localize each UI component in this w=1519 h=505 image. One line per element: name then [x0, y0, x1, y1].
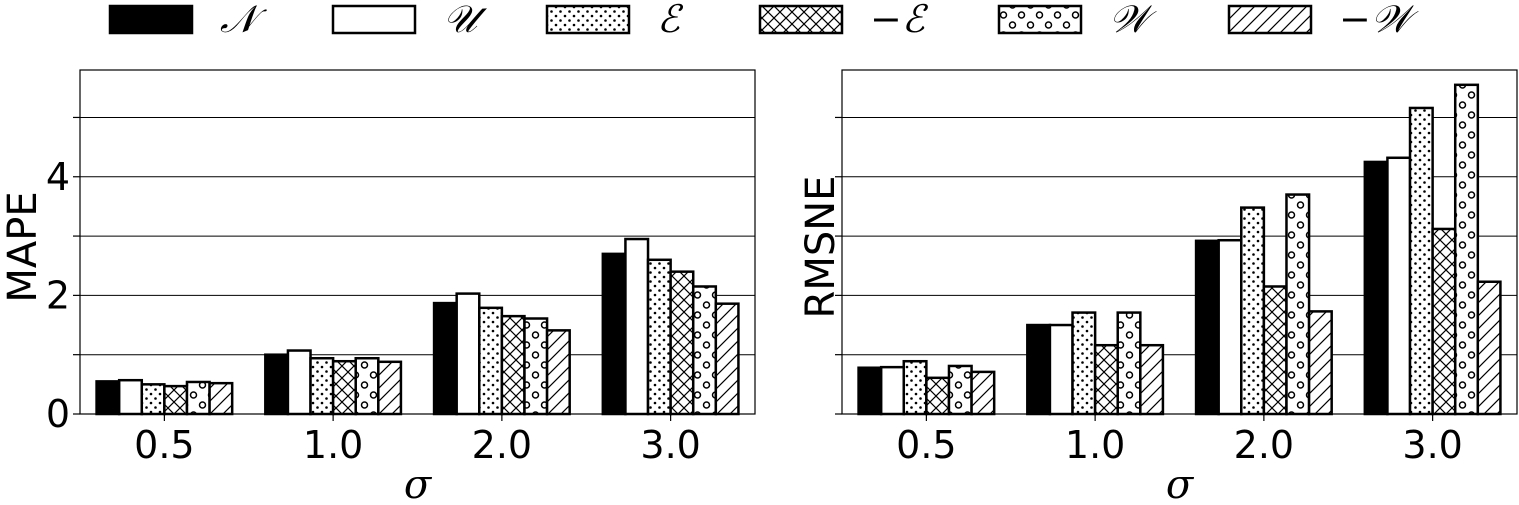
bar [1476, 280, 1502, 416]
legend-label: 𝒰 [443, 0, 487, 41]
bar [1262, 285, 1288, 416]
bar [669, 270, 695, 416]
legend-entry: 𝒩 [108, 0, 268, 41]
bar [1217, 238, 1243, 416]
legend: 𝒩 𝒰 ℰ −ℰ 𝒲 −𝒲 [108, 0, 1419, 41]
y-axis-title: RMSNE [798, 176, 844, 319]
legend-entry: −ℰ [758, 0, 929, 41]
legend-label: 𝒩 [220, 0, 268, 41]
x-tick-label: 0.5 [896, 423, 956, 467]
bar [1194, 239, 1220, 416]
legend-entry: −𝒲 [1227, 0, 1419, 41]
bar [624, 237, 650, 416]
y-tick-label: 4 [46, 155, 70, 199]
bar [286, 349, 312, 416]
bar [1093, 343, 1119, 416]
mape-chart: 0 2 4 0.5 1.0 2.0 3.0 σ MAPE [0, 69, 756, 505]
plot-frame [79, 69, 756, 415]
legend-swatch [108, 4, 194, 35]
legend-swatch [997, 4, 1083, 35]
legend-swatch [331, 4, 417, 35]
bar [1363, 160, 1389, 416]
plot-frame [841, 69, 1518, 415]
legend-label: −𝒲 [1339, 0, 1419, 41]
bar [1048, 323, 1074, 416]
bar [1386, 156, 1412, 416]
bar [902, 359, 928, 416]
y-tick-label: 0 [46, 392, 70, 436]
bar [1116, 311, 1142, 416]
bar [163, 384, 189, 416]
bar [879, 365, 906, 416]
bar [1240, 206, 1266, 416]
legend-label: ℰ [657, 0, 684, 41]
bar [545, 329, 571, 416]
bar [500, 314, 526, 416]
bar [925, 376, 951, 416]
bar [970, 370, 996, 416]
x-tick-label: 0.5 [134, 423, 194, 467]
legend-entry: 𝒰 [331, 0, 487, 41]
bar [691, 285, 718, 416]
bar [478, 306, 504, 416]
x-tick-label: 2.0 [1234, 423, 1294, 467]
bar [1453, 83, 1480, 416]
x-tick-label: 3.0 [640, 423, 700, 467]
bar [646, 258, 672, 416]
x-tick-label: 3.0 [1402, 423, 1462, 467]
x-axis-title: σ [404, 462, 433, 505]
bar [714, 302, 740, 416]
bar [208, 381, 234, 416]
legend-swatch [545, 4, 631, 35]
bar [377, 360, 403, 416]
bar [354, 356, 380, 416]
bar [185, 380, 211, 416]
bar [601, 252, 627, 416]
bar [1026, 323, 1052, 416]
bar [331, 359, 357, 416]
bar [947, 364, 973, 416]
bar [1431, 227, 1457, 416]
bar [432, 301, 458, 416]
legend-label: −ℰ [870, 0, 929, 41]
legend-swatch [1227, 4, 1313, 35]
bar [309, 356, 335, 416]
x-tick-label: 1.0 [303, 423, 363, 467]
y-axis-title: MAPE [0, 191, 46, 302]
bar [1139, 343, 1165, 416]
bar [1285, 193, 1311, 416]
bar [1071, 311, 1097, 416]
bar [264, 353, 290, 416]
bar [857, 366, 883, 416]
bar [1307, 310, 1333, 416]
x-axis-title: σ [1166, 462, 1195, 505]
bar [523, 317, 549, 416]
x-tick-label: 1.0 [1065, 423, 1125, 467]
bar [1408, 106, 1434, 416]
legend-entry: ℰ [545, 0, 684, 41]
legend-label: 𝒲 [1109, 0, 1157, 41]
bar [455, 292, 481, 416]
legend-entry: 𝒲 [997, 0, 1157, 41]
rmsne-chart: 0.5 1.0 2.0 3.0 σ RMSNE [798, 69, 1518, 505]
bar [95, 380, 121, 416]
bar [117, 378, 144, 416]
y-tick-label: 2 [46, 273, 70, 317]
bar [140, 383, 166, 416]
legend-swatch [758, 4, 844, 35]
x-tick-label: 2.0 [472, 423, 532, 467]
